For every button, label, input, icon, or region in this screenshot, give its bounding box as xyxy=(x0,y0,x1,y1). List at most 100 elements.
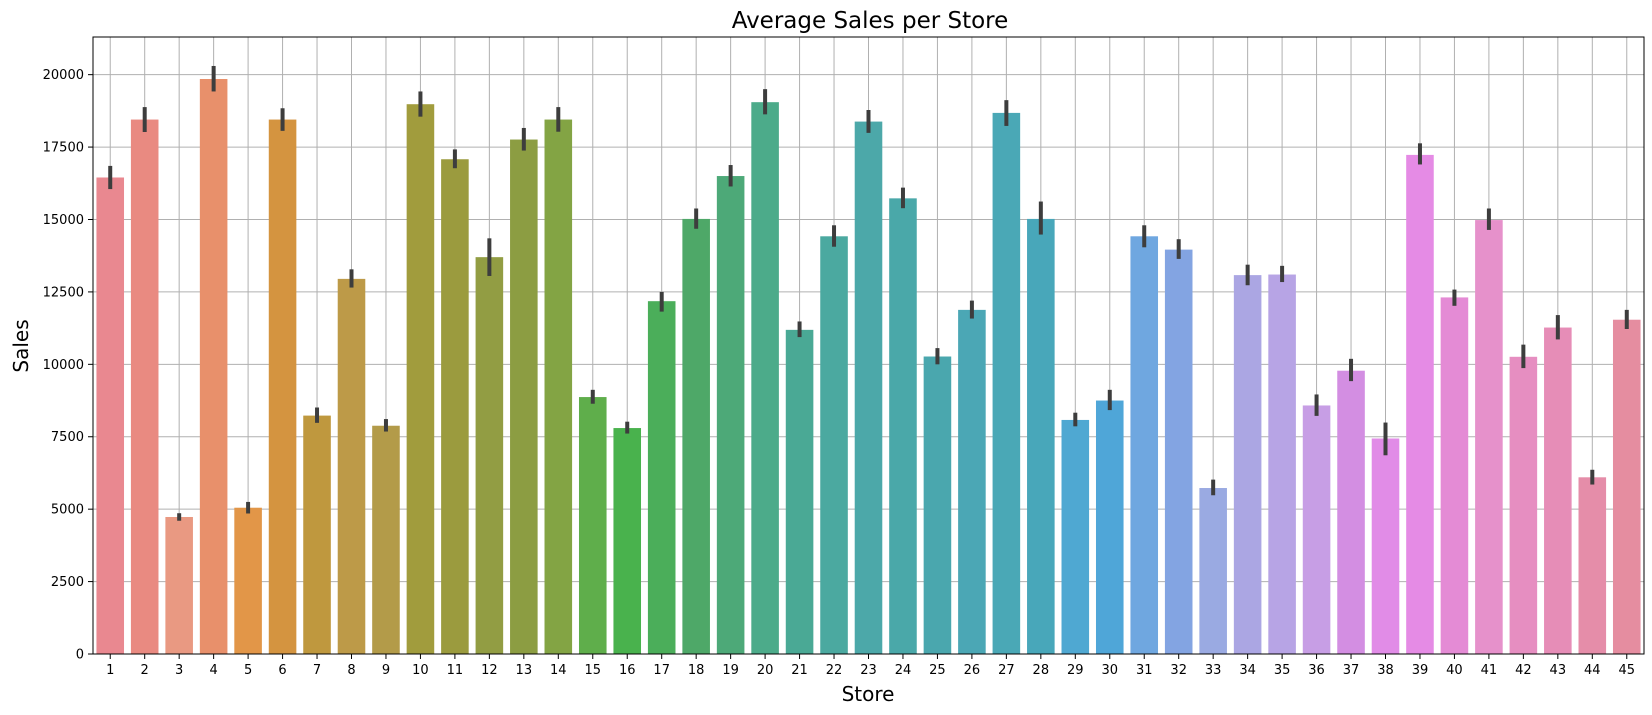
bar-store-34 xyxy=(1233,275,1262,654)
bar-store-1 xyxy=(96,177,125,655)
x-tick-label: 7 xyxy=(313,663,321,678)
x-tick-label: 14 xyxy=(550,663,567,678)
bar-store-3 xyxy=(165,516,193,654)
bar-store-19 xyxy=(716,176,745,655)
x-tick-label: 17 xyxy=(653,663,670,678)
bar-store-33 xyxy=(1199,488,1227,654)
bar-store-22 xyxy=(820,236,848,655)
bar-store-18 xyxy=(682,218,710,654)
bar-store-23 xyxy=(854,121,883,654)
y-tick-label: 2500 xyxy=(51,575,84,590)
x-tick-label: 26 xyxy=(964,663,981,678)
x-tick-label: 25 xyxy=(929,663,946,678)
bar-store-9 xyxy=(372,425,400,654)
bar-store-12 xyxy=(475,257,504,654)
x-axis-label: Store xyxy=(842,682,895,706)
bar-store-43 xyxy=(1544,327,1572,654)
bar-store-35 xyxy=(1268,274,1296,654)
x-tick-label: 13 xyxy=(516,663,533,678)
x-tick-label: 15 xyxy=(584,663,601,678)
bar-store-44 xyxy=(1578,477,1607,654)
bar-store-45 xyxy=(1612,319,1641,654)
bar-store-15 xyxy=(578,397,607,654)
x-tick-label: 4 xyxy=(209,663,217,678)
x-tick-label: 11 xyxy=(447,663,464,678)
bar-store-4 xyxy=(199,79,228,655)
x-tick-label: 24 xyxy=(895,663,912,678)
y-tick-label: 15000 xyxy=(43,213,84,228)
bar-store-25 xyxy=(923,356,952,654)
y-tick-label: 5000 xyxy=(51,503,84,518)
x-tick-label: 21 xyxy=(791,663,808,678)
bar-store-26 xyxy=(958,309,986,654)
x-tick-label: 45 xyxy=(1618,663,1635,678)
bar-store-36 xyxy=(1302,405,1331,654)
x-tick-label: 3 xyxy=(175,663,183,678)
x-tick-label: 28 xyxy=(1033,663,1050,678)
x-axis-ticks: 1 2 3 4 5 6 7 8 9 10 11 12 13 14 15 16 17 18 19 20 21 22 23 24 2… xyxy=(106,654,1635,678)
bar-store-20 xyxy=(751,102,779,655)
x-tick-label: 36 xyxy=(1308,663,1325,678)
bar-store-32 xyxy=(1164,249,1193,654)
x-tick-label: 41 xyxy=(1481,663,1498,678)
y-tick-label: 7500 xyxy=(51,430,84,445)
bar-store-5 xyxy=(234,507,262,654)
x-tick-label: 30 xyxy=(1101,663,1118,678)
chart-title: Average Sales per Store xyxy=(732,8,1009,34)
x-tick-label: 19 xyxy=(722,663,739,678)
x-tick-label: 23 xyxy=(860,663,877,678)
x-tick-label: 16 xyxy=(619,663,636,678)
x-tick-label: 18 xyxy=(688,663,705,678)
x-tick-label: 43 xyxy=(1550,663,1567,678)
x-tick-label: 35 xyxy=(1274,663,1291,678)
bar-store-40 xyxy=(1440,297,1469,654)
y-tick-label: 17500 xyxy=(43,141,84,156)
bar-store-28 xyxy=(1027,218,1055,654)
x-tick-label: 34 xyxy=(1239,663,1256,678)
bar-store-41 xyxy=(1475,220,1503,654)
bar-store-21 xyxy=(785,329,814,654)
x-tick-label: 2 xyxy=(141,663,149,678)
x-tick-label: 31 xyxy=(1136,663,1153,678)
bar-store-30 xyxy=(1095,400,1124,654)
x-tick-label: 5 xyxy=(244,663,252,678)
bar-store-29 xyxy=(1061,419,1090,654)
bar-store-11 xyxy=(441,159,469,654)
bar-store-24 xyxy=(889,198,917,654)
y-axis-ticks: 0 2500 5000 7500 10000 12500 15000 17500 20000 xyxy=(43,68,93,663)
x-tick-label: 37 xyxy=(1343,663,1360,678)
bar-store-13 xyxy=(510,139,538,655)
bar-store-14 xyxy=(544,119,573,654)
bar-store-17 xyxy=(647,301,676,654)
y-tick-label: 10000 xyxy=(43,358,84,373)
x-tick-label: 6 xyxy=(278,663,286,678)
x-tick-label: 10 xyxy=(412,663,429,678)
x-tick-label: 27 xyxy=(998,663,1015,678)
bar-store-39 xyxy=(1406,154,1434,654)
x-tick-label: 44 xyxy=(1584,663,1601,678)
x-tick-label: 22 xyxy=(826,663,843,678)
x-tick-label: 42 xyxy=(1515,663,1532,678)
x-tick-label: 40 xyxy=(1446,663,1463,678)
x-tick-label: 8 xyxy=(347,663,355,678)
bar-store-42 xyxy=(1509,356,1538,654)
x-tick-label: 33 xyxy=(1205,663,1222,678)
x-tick-label: 20 xyxy=(757,663,774,678)
y-tick-label: 12500 xyxy=(43,285,84,300)
bar-store-38 xyxy=(1371,438,1400,654)
bar-store-6 xyxy=(268,119,297,654)
bar-store-37 xyxy=(1337,370,1365,654)
x-tick-label: 32 xyxy=(1170,663,1187,678)
x-tick-label: 12 xyxy=(481,663,498,678)
bar-store-31 xyxy=(1130,236,1159,655)
y-tick-label: 0 xyxy=(76,648,84,663)
x-tick-label: 29 xyxy=(1067,663,1084,678)
y-tick-label: 20000 xyxy=(43,68,84,83)
bar-store-16 xyxy=(613,428,642,654)
y-axis-label: Sales xyxy=(9,319,33,372)
bar-store-10 xyxy=(406,104,435,655)
bar-store-27 xyxy=(992,112,1021,654)
bar-store-2 xyxy=(130,119,159,654)
x-tick-label: 39 xyxy=(1412,663,1429,678)
